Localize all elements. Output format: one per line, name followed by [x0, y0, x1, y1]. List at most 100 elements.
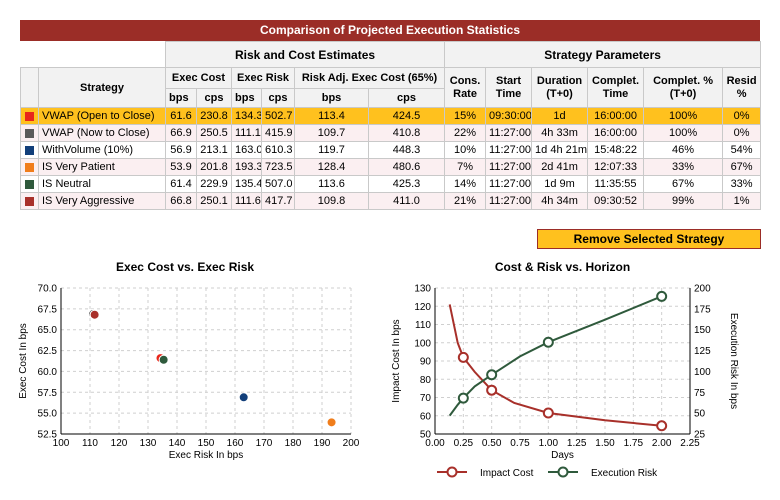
- header-duration[interactable]: Duration (T+0): [531, 67, 589, 108]
- cell-cost-bps: 53.9: [165, 158, 197, 176]
- line-y2-tick-label: 175: [694, 304, 711, 315]
- cell-cost-bps: 66.8: [165, 192, 197, 210]
- header-complet-time[interactable]: Complet. Time: [587, 67, 645, 108]
- cell-adj-cps: 448.3: [367, 141, 446, 159]
- scatter-y-tick-label: 57.5: [38, 388, 58, 399]
- table-row[interactable]: VWAP (Open to Close) 61.6 230.8 134.3 502.7 1…: [20, 107, 762, 125]
- legend-marker-execution-risk: [557, 466, 569, 478]
- scatter-y-tick-label: 70.0: [38, 284, 58, 295]
- cell-complet-time: 15:48:22: [587, 141, 645, 159]
- row-color-swatch: [20, 124, 39, 142]
- line-y-tick-label: 80: [420, 375, 432, 386]
- line-y-tick-label: 110: [415, 320, 431, 331]
- cell-cost-cps: 230.8: [196, 107, 232, 125]
- scatter-x-tick-label: 200: [343, 438, 360, 449]
- scatter-x-tick-label: 170: [256, 438, 273, 449]
- cell-cons-rate: 21%: [444, 192, 487, 210]
- header-unit-risk-cps: cps: [261, 88, 295, 108]
- strategy-name: IS Neutral: [38, 175, 166, 193]
- cell-risk-bps: 111.1: [231, 124, 262, 142]
- cell-risk-bps: 111.6: [231, 192, 262, 210]
- cell-resid: 67%: [722, 158, 762, 176]
- line-y2-tick-label: 75: [694, 388, 706, 399]
- line-point-impact-cost: [486, 384, 498, 396]
- cell-cost-cps: 229.9: [196, 175, 232, 193]
- cell-duration: 1d 4h 21m: [531, 141, 589, 159]
- cell-adj-bps: 113.4: [294, 107, 369, 125]
- scatter-chart-title: Exec Cost vs. Exec Risk: [115, 260, 255, 274]
- legend-marker-impact-cost: [446, 466, 458, 478]
- line-y-tick-label: 70: [420, 393, 432, 404]
- line-y2-tick-label: 200: [694, 284, 711, 295]
- scatter-x-tick-label: 130: [140, 438, 157, 449]
- table-row[interactable]: WithVolume (10%) 56.9 213.1 163.0 610.3 119.7…: [20, 141, 762, 159]
- strategy-name: IS Very Patient: [38, 158, 166, 176]
- row-color-swatch: [20, 192, 39, 210]
- cell-duration: 2d 41m: [531, 158, 589, 176]
- header-unit-cost-bps: bps: [165, 88, 197, 108]
- table-row[interactable]: IS Very Patient 53.9 201.8 193.3 723.5 128.4 4…: [20, 158, 762, 176]
- line-y2-tick-label: 100: [694, 367, 711, 378]
- scatter-point: [88, 308, 99, 319]
- row-color-swatch: [20, 175, 39, 193]
- scatter-y-tick-label: 55.0: [38, 409, 58, 420]
- line-point-impact-cost: [656, 420, 668, 432]
- cell-adj-cps: 424.5: [367, 107, 446, 125]
- table-row[interactable]: VWAP (Now to Close) 66.9 250.5 111.1 415.9 10…: [20, 124, 762, 142]
- line-x-tick-label: 0.00: [425, 438, 445, 449]
- line-x-tick-label: 1.50: [595, 438, 615, 449]
- remove-selected-strategy-button[interactable]: Remove Selected Strategy: [537, 229, 761, 249]
- cell-complet-time: 11:35:55: [587, 175, 645, 193]
- header-exec-cost[interactable]: Exec Cost: [165, 67, 232, 89]
- cell-cons-rate: 22%: [444, 124, 487, 142]
- strategy-color-icon: [25, 145, 34, 155]
- cell-resid: 33%: [722, 175, 762, 193]
- cell-cons-rate: 7%: [444, 158, 487, 176]
- header-complet-pct[interactable]: Complet. % (T+0): [643, 67, 724, 108]
- cell-cost-cps: 250.1: [196, 192, 232, 210]
- cell-adj-bps: 113.6: [294, 175, 369, 193]
- line-y-tick-label: 60: [420, 411, 432, 422]
- header-risk-adj[interactable]: Risk Adj. Exec Cost (65%): [293, 67, 446, 89]
- header-cons-rate[interactable]: Cons. Rate: [444, 67, 487, 108]
- cell-start: 11:27:00: [485, 192, 533, 210]
- line-y-tick-label: 120: [414, 302, 431, 313]
- scatter-y-tick-label: 52.5: [38, 430, 58, 441]
- header-resid[interactable]: Resid %: [722, 67, 762, 108]
- line-y-axis-label: Impact Cost In bps: [391, 319, 402, 402]
- cell-risk-cps: 417.7: [261, 192, 295, 210]
- cell-risk-cps: 723.5: [261, 158, 295, 176]
- line-x-axis-label: Days: [551, 450, 574, 461]
- table-row[interactable]: IS Very Aggressive 66.8 250.1 111.6 417.7 109…: [20, 192, 762, 210]
- header-unit-adj-bps: bps: [294, 88, 369, 108]
- scatter-y-tick-label: 67.5: [38, 304, 58, 315]
- header-strategy[interactable]: Strategy: [38, 67, 166, 108]
- cell-cons-rate: 14%: [444, 175, 487, 193]
- line-x-tick-label: 1.00: [539, 438, 559, 449]
- cell-complet-pct: 100%: [643, 107, 724, 125]
- cell-complet-pct: 46%: [643, 141, 724, 159]
- strategy-name: VWAP (Open to Close): [38, 107, 166, 125]
- cell-duration: 1d 9m: [531, 175, 589, 193]
- header-start-time[interactable]: Start Time: [485, 67, 533, 108]
- header-swatch: [20, 67, 39, 108]
- scatter-y-tick-label: 60.0: [38, 367, 58, 378]
- line-y2-tick-label: 50: [694, 409, 706, 420]
- cell-adj-cps: 411.0: [367, 192, 446, 210]
- strategy-color-icon: [25, 111, 34, 121]
- header-exec-risk[interactable]: Exec Risk: [231, 67, 295, 89]
- scatter-point: [158, 354, 169, 365]
- header-unit-risk-bps: bps: [231, 88, 262, 108]
- strategy-name: VWAP (Now to Close): [38, 124, 166, 142]
- cell-start: 11:27:00: [485, 141, 533, 159]
- cell-cons-rate: 10%: [444, 141, 487, 159]
- table-row[interactable]: IS Neutral 61.4 229.9 135.4 507.0 113.6 425.3 1…: [20, 175, 762, 193]
- scatter-x-tick-label: 110: [82, 438, 98, 449]
- cell-cost-bps: 61.4: [165, 175, 197, 193]
- cell-complet-pct: 33%: [643, 158, 724, 176]
- line-y-tick-label: 100: [414, 338, 431, 349]
- line-y2-tick-label: 150: [694, 325, 711, 336]
- cell-adj-bps: 109.7: [294, 124, 369, 142]
- legend-label-impact-cost: Impact Cost: [480, 468, 534, 479]
- cell-resid: 0%: [722, 107, 762, 125]
